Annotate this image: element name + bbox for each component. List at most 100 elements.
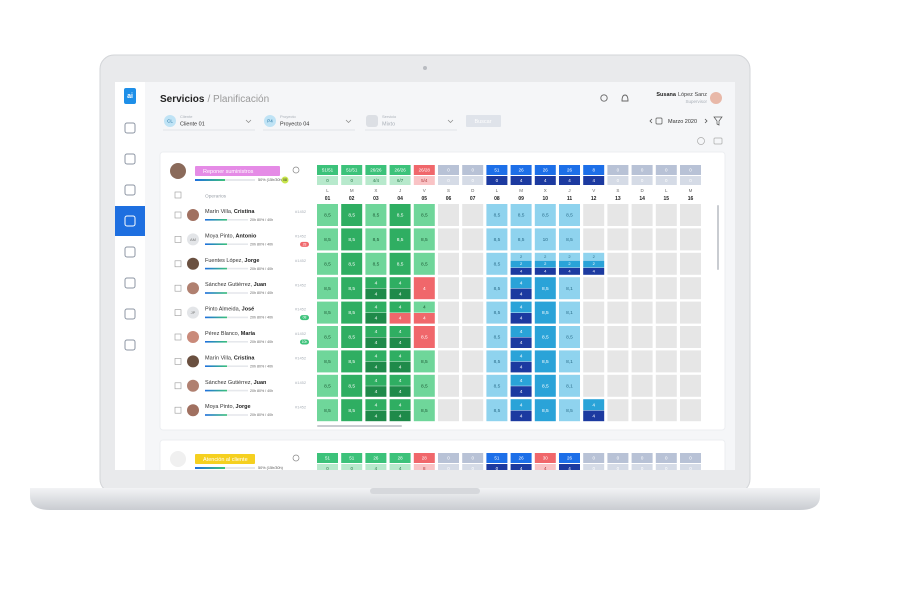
row-checkbox[interactable]: [174, 309, 182, 316]
row-checkbox[interactable]: [174, 406, 182, 414]
cell-segment[interactable]: [365, 374, 387, 386]
cell-segment[interactable]: [365, 350, 387, 362]
cell-segment[interactable]: [486, 204, 508, 226]
cell-segment[interactable]: [534, 252, 556, 261]
cell-segment[interactable]: [389, 350, 411, 362]
row-checkbox[interactable]: [174, 284, 182, 292]
filter-chevron[interactable]: [447, 119, 454, 123]
cell-segment[interactable]: [534, 399, 556, 422]
cell-segment[interactable]: [510, 301, 532, 313]
cell-segment[interactable]: [534, 326, 556, 348]
cell-segment[interactable]: [534, 374, 556, 397]
cell-segment[interactable]: [365, 277, 387, 289]
cell-segment[interactable]: [510, 326, 532, 337]
row-checkbox[interactable]: [174, 333, 182, 341]
cell-segment[interactable]: [583, 267, 605, 275]
cell-segment[interactable]: [486, 277, 508, 300]
cell-segment[interactable]: [389, 277, 411, 289]
cell-segment[interactable]: [486, 228, 508, 251]
cell-segment[interactable]: [559, 350, 580, 373]
cell-segment[interactable]: [413, 204, 435, 226]
cell-segment[interactable]: [413, 313, 435, 324]
cell-segment[interactable]: [559, 252, 580, 261]
row-checkbox[interactable]: [174, 382, 182, 390]
cell-segment[interactable]: [583, 260, 605, 268]
filter-chevron[interactable]: [345, 119, 352, 123]
cell-segment[interactable]: [389, 337, 411, 348]
select-all[interactable]: [174, 191, 182, 199]
cell-segment[interactable]: [365, 288, 387, 300]
cell-segment[interactable]: [534, 350, 556, 373]
cell-segment[interactable]: [341, 399, 363, 422]
cell-segment[interactable]: [341, 326, 363, 348]
cell-segment[interactable]: [389, 228, 411, 251]
search-button-text[interactable]: Buscar: [474, 119, 491, 125]
next-month[interactable]: [704, 118, 708, 124]
nav-icon[interactable]: [124, 308, 136, 320]
search-button[interactable]: [466, 115, 501, 127]
cell-segment[interactable]: [317, 252, 338, 275]
assign-icon[interactable]: [292, 166, 300, 174]
cell-segment[interactable]: [341, 204, 363, 226]
row-checkbox[interactable]: [174, 211, 182, 219]
cell-segment[interactable]: [486, 301, 508, 324]
info-icon[interactable]: [697, 137, 705, 145]
cell-segment[interactable]: [413, 252, 435, 275]
cell-segment[interactable]: [510, 260, 532, 268]
cell-segment[interactable]: [510, 374, 532, 386]
cell-segment[interactable]: [486, 252, 508, 275]
cell-segment[interactable]: [413, 399, 435, 422]
cell-segment[interactable]: [534, 204, 556, 226]
cell-segment[interactable]: [389, 301, 411, 313]
task-pill[interactable]: [195, 166, 280, 176]
cell-segment[interactable]: [389, 326, 411, 337]
nav-icon[interactable]: [124, 277, 136, 289]
cell-segment[interactable]: [583, 410, 605, 422]
row-checkbox[interactable]: [174, 358, 182, 365]
cell-segment[interactable]: [413, 301, 435, 313]
nav-icon[interactable]: [124, 339, 136, 351]
cell-segment[interactable]: [317, 301, 338, 324]
cell-segment[interactable]: [559, 267, 580, 275]
cell-segment[interactable]: [413, 228, 435, 251]
cell-segment[interactable]: [365, 228, 387, 251]
nav-icon[interactable]: [124, 122, 136, 134]
cell-segment[interactable]: [341, 374, 363, 397]
cell-segment[interactable]: [413, 350, 435, 373]
cell-segment[interactable]: [317, 277, 338, 300]
user-avatar[interactable]: [710, 92, 722, 104]
cell-segment[interactable]: [559, 204, 580, 226]
cell-segment[interactable]: [389, 374, 411, 386]
cell-segment[interactable]: [510, 361, 532, 373]
prev-month[interactable]: [649, 118, 653, 124]
cell-segment[interactable]: [559, 301, 580, 324]
cell-segment[interactable]: [534, 277, 556, 300]
cell-segment[interactable]: [559, 260, 580, 268]
cell-segment[interactable]: [510, 313, 532, 324]
cell-segment[interactable]: [341, 252, 363, 275]
cell-segment[interactable]: [559, 399, 580, 422]
cell-segment[interactable]: [583, 399, 605, 411]
cell-segment[interactable]: [389, 386, 411, 397]
cell-segment[interactable]: [317, 374, 338, 397]
nav-active[interactable]: [115, 206, 145, 236]
cell-segment[interactable]: [365, 313, 387, 324]
cell-segment[interactable]: [510, 288, 532, 300]
cell-segment[interactable]: [510, 267, 532, 275]
cell-segment[interactable]: [317, 399, 338, 422]
cell-segment[interactable]: [510, 399, 532, 411]
cell-segment[interactable]: [317, 204, 338, 226]
cell-segment[interactable]: [534, 260, 556, 268]
cell-segment[interactable]: [365, 410, 387, 422]
cell-segment[interactable]: [341, 350, 363, 373]
cell-segment[interactable]: [341, 301, 363, 324]
cell-segment[interactable]: [365, 361, 387, 373]
cell-segment[interactable]: [413, 326, 435, 348]
filter-icon[interactable]: [713, 116, 723, 126]
filter-chevron[interactable]: [245, 119, 252, 123]
cell-segment[interactable]: [317, 350, 338, 373]
cell-segment[interactable]: [559, 277, 580, 300]
cell-segment[interactable]: [510, 350, 532, 362]
nav-icon[interactable]: [124, 184, 136, 196]
cell-segment[interactable]: [389, 410, 411, 422]
